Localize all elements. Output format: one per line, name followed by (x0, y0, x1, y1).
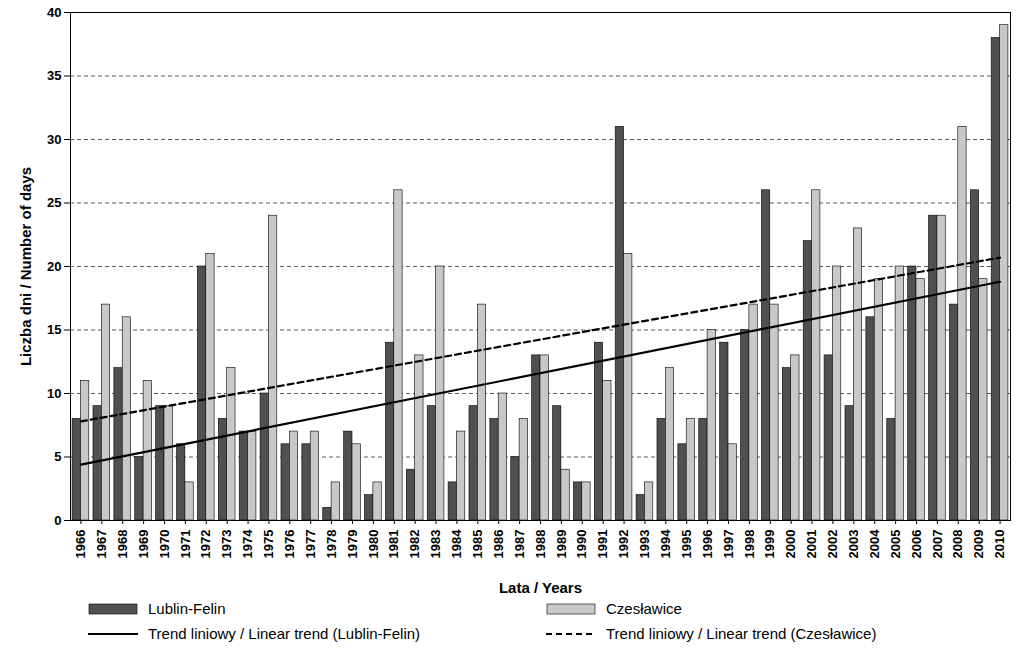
svg-text:2004: 2004 (867, 529, 882, 559)
svg-text:1984: 1984 (449, 529, 464, 559)
svg-text:2003: 2003 (846, 530, 861, 559)
svg-text:40: 40 (47, 5, 61, 20)
svg-text:2006: 2006 (909, 530, 924, 559)
svg-text:2008: 2008 (950, 530, 965, 559)
svg-text:1975: 1975 (261, 530, 276, 559)
svg-text:1982: 1982 (407, 530, 422, 559)
svg-text:1986: 1986 (491, 530, 506, 559)
svg-text:2005: 2005 (888, 530, 903, 559)
svg-text:2001: 2001 (804, 530, 819, 559)
svg-text:5: 5 (54, 449, 61, 464)
svg-text:1993: 1993 (637, 530, 652, 559)
svg-text:10: 10 (47, 386, 61, 401)
svg-text:0: 0 (54, 513, 61, 528)
svg-text:1995: 1995 (679, 530, 694, 559)
svg-text:35: 35 (47, 68, 61, 83)
svg-text:1971: 1971 (178, 530, 193, 559)
svg-text:1973: 1973 (219, 530, 234, 559)
svg-text:1970: 1970 (157, 530, 172, 559)
svg-text:25: 25 (47, 195, 61, 210)
svg-text:1966: 1966 (73, 530, 88, 559)
svg-text:1979: 1979 (345, 530, 360, 559)
svg-text:1996: 1996 (700, 530, 715, 559)
svg-text:1976: 1976 (282, 530, 297, 559)
svg-text:1967: 1967 (94, 530, 109, 559)
svg-text:Lata / Years: Lata / Years (499, 579, 582, 596)
svg-text:2010: 2010 (992, 530, 1007, 559)
svg-text:1983: 1983 (428, 530, 443, 559)
svg-text:1988: 1988 (533, 530, 548, 559)
html-text:Lublin-Felin: Lublin-Felin (148, 600, 226, 617)
svg-text:15: 15 (47, 322, 61, 337)
html-text:Trend liniowy / Linear trend (: Trend liniowy / Linear trend (Lublin-Fel… (148, 625, 421, 642)
svg-text:20: 20 (47, 259, 61, 274)
svg-text:30: 30 (47, 132, 61, 147)
svg-text:1997: 1997 (721, 530, 736, 559)
svg-text:2000: 2000 (783, 530, 798, 559)
svg-text:1977: 1977 (303, 530, 318, 559)
svg-text:1989: 1989 (554, 530, 569, 559)
svg-text:1981: 1981 (386, 530, 401, 559)
svg-text:1969: 1969 (136, 530, 151, 559)
svg-text:1990: 1990 (574, 530, 589, 559)
svg-text:1980: 1980 (366, 530, 381, 559)
svg-text:2002: 2002 (825, 530, 840, 559)
svg-text:1978: 1978 (324, 530, 339, 559)
svg-text:1987: 1987 (512, 530, 527, 559)
html-text:Czesławice: Czesławice (606, 600, 682, 617)
html-text:Trend liniowy / Linear trend (: Trend liniowy / Linear trend (Czesławice… (606, 625, 877, 642)
svg-text:1998: 1998 (742, 530, 757, 559)
svg-text:1999: 1999 (762, 530, 777, 559)
svg-text:1972: 1972 (198, 530, 213, 559)
svg-text:1994: 1994 (658, 529, 673, 559)
svg-text:Liczba dni / Number of days: Liczba dni / Number of days (17, 167, 34, 366)
svg-text:2009: 2009 (971, 530, 986, 559)
svg-text:1974: 1974 (240, 529, 255, 559)
svg-text:2007: 2007 (930, 530, 945, 559)
svg-text:1985: 1985 (470, 530, 485, 559)
svg-text:1992: 1992 (616, 530, 631, 559)
svg-text:1968: 1968 (115, 530, 130, 559)
svg-text:1991: 1991 (595, 530, 610, 559)
